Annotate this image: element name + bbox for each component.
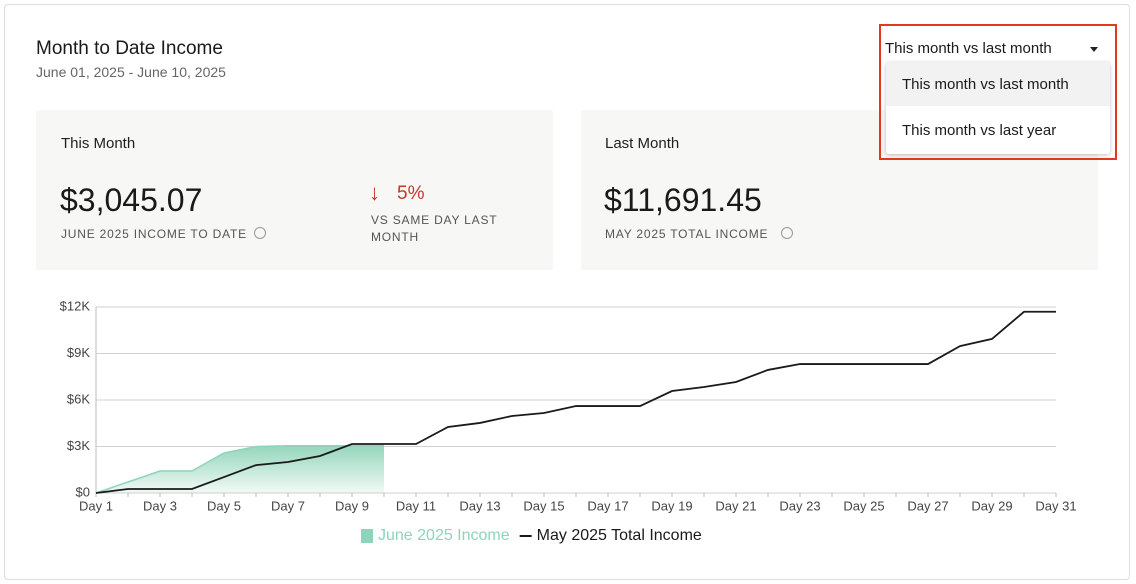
card-amount: $3,045.07 xyxy=(60,182,203,218)
x-tick-label: Day 7 xyxy=(271,498,305,513)
legend-swatch xyxy=(361,529,373,543)
x-tick-label: Day 19 xyxy=(651,498,692,513)
x-tick-label: Day 13 xyxy=(459,498,500,513)
line xyxy=(95,310,1056,494)
area xyxy=(96,445,384,493)
x-tick-label: Day 9 xyxy=(335,498,369,513)
down-arrow: ↓ xyxy=(369,180,380,205)
subtitle: June 01, 2025 - June 10, 2025 xyxy=(36,64,226,80)
x-tick-label: Day 27 xyxy=(907,498,948,513)
dropdown-option[interactable]: This month vs last month xyxy=(902,76,1069,93)
card-caption: JUNE 2025 INCOME TO DATE xyxy=(61,227,247,241)
panel xyxy=(4,4,1130,580)
x-tick-label: Day 17 xyxy=(587,498,628,513)
y-tick-label: $3K xyxy=(67,438,90,453)
dropdown-selected[interactable]: This month vs last month xyxy=(885,40,1052,57)
x-tick-label: Day 5 xyxy=(207,498,241,513)
help-icon[interactable] xyxy=(254,227,266,239)
x-tick-label: Day 11 xyxy=(396,498,436,513)
legend-label: May 2025 Total Income xyxy=(537,527,702,544)
legend-label: June 2025 Income xyxy=(378,527,510,544)
x-tick-label: Day 25 xyxy=(843,498,884,513)
y-tick-label: $12K xyxy=(60,298,91,313)
card-amount: $11,691.45 xyxy=(604,182,762,218)
change-caption: VS SAME DAY LAST MONTH xyxy=(371,213,498,244)
change: 5% xyxy=(397,183,425,204)
x-tick-label: Day 15 xyxy=(523,498,564,513)
area-edge xyxy=(95,445,384,494)
x-tick-label: Day 3 xyxy=(143,498,177,513)
dropdown-option[interactable]: This month vs last year xyxy=(902,122,1057,139)
y-tick-label: $0 xyxy=(76,484,90,499)
option-highlight xyxy=(886,62,1110,106)
help-icon[interactable] xyxy=(781,227,793,239)
highlight-box xyxy=(879,24,1117,160)
x-tick-label: Day 31 xyxy=(1035,498,1076,513)
y-tick-label: $6K xyxy=(67,391,90,406)
x-tick-label: Day 29 xyxy=(971,498,1012,513)
card-label: Last Month xyxy=(605,135,680,152)
x-tick-label: Day 21 xyxy=(715,498,756,513)
card-label: This Month xyxy=(61,135,136,152)
x-tick-label: Day 23 xyxy=(779,498,820,513)
card-caption: MAY 2025 TOTAL INCOME xyxy=(605,227,769,241)
x-tick-label: Day 1 xyxy=(79,498,113,513)
caret xyxy=(1090,47,1098,52)
card xyxy=(36,110,553,270)
y-tick-label: $9K xyxy=(67,345,90,360)
title: Month to Date Income xyxy=(36,38,223,59)
